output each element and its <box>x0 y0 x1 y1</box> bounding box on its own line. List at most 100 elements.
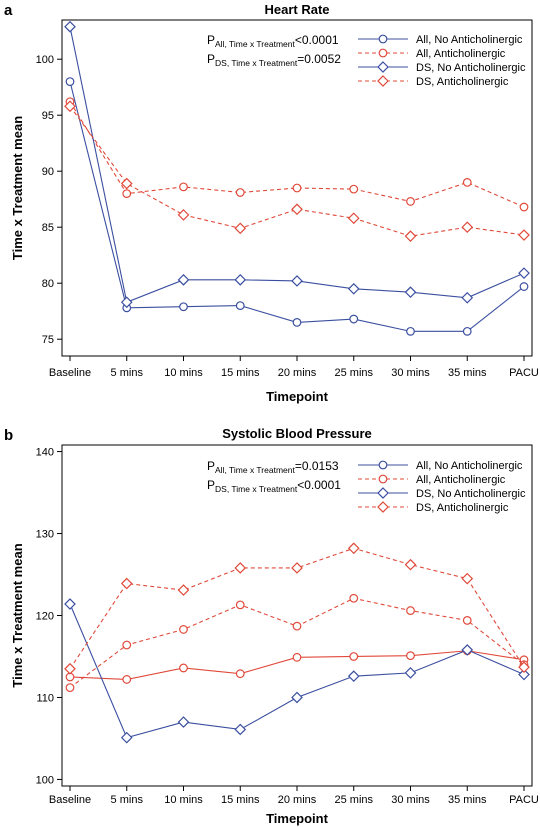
data-point <box>519 282 529 291</box>
legend-marker <box>377 487 389 499</box>
x-tick-label: 20 mins <box>278 794 317 806</box>
data-point <box>179 663 188 673</box>
data-point <box>64 20 76 33</box>
x-axis-label: Timepoint <box>266 389 329 404</box>
y-tick-label: 90 <box>42 166 54 178</box>
series-line <box>69 101 525 208</box>
legend-marker <box>377 61 389 73</box>
data-point <box>404 558 417 571</box>
data-point <box>347 282 360 295</box>
series-2 <box>64 20 530 309</box>
legend-marker <box>378 48 388 58</box>
data-point <box>347 212 360 225</box>
y-axis-label: Time x Treatment mean <box>10 116 25 260</box>
data-point <box>177 273 190 286</box>
data-point <box>462 616 472 625</box>
series-line <box>69 547 525 670</box>
chart-panel-a: a Heart Rate 75 80 85 90 95 100 Baseline 5 mins 10… <box>4 2 539 404</box>
chart-title: Heart Rate <box>264 2 329 17</box>
legend-label: All, Anticholinergic <box>416 474 506 486</box>
p-value-annotation: PDS, Time x Treatment<0.0001 <box>207 478 341 494</box>
data-point <box>349 184 359 194</box>
data-point <box>406 197 415 206</box>
data-point <box>64 662 76 675</box>
legend-label: DS, Anticholinergic <box>416 502 509 514</box>
y-axis-label: Time x Treatment mean <box>10 543 25 687</box>
chart-panel-b: b Systolic Blood Pressure 100 110 120 130 140 B… <box>4 426 539 826</box>
data-point <box>179 182 188 192</box>
p-value-annotation: PAll, Time x Treatment<0.0001 <box>207 33 339 49</box>
data-point <box>347 670 360 683</box>
data-point <box>122 675 132 684</box>
legend-marker <box>378 474 388 484</box>
y-tick-label: 80 <box>42 278 54 290</box>
data-point <box>179 302 188 312</box>
legend-label: All, No Anticholinergic <box>416 34 523 46</box>
legend-marker <box>377 501 389 513</box>
x-tick-label: 30 mins <box>391 794 430 806</box>
x-tick-label: 5 mins <box>111 367 144 379</box>
x-tick-label: 5 mins <box>111 794 144 806</box>
data-point <box>120 731 133 744</box>
data-point <box>461 291 474 304</box>
data-point <box>406 606 415 615</box>
data-point <box>177 716 190 728</box>
x-tick-label: 10 mins <box>164 367 203 379</box>
data-point <box>235 600 245 610</box>
series-line <box>69 597 525 689</box>
legend-label: DS, No Anticholinergic <box>416 62 526 74</box>
series-0 <box>65 646 529 684</box>
data-point <box>65 77 75 86</box>
data-point <box>518 229 530 241</box>
data-point <box>177 584 190 596</box>
x-tick-label: PACU <box>509 367 539 379</box>
data-point <box>234 723 247 736</box>
legend-label: All, Anticholinergic <box>416 48 506 60</box>
p-value-annotation: PDS, Time x Treatment=0.0052 <box>207 52 341 68</box>
x-tick-label: 15 mins <box>221 367 260 379</box>
data-point <box>177 209 190 221</box>
data-point <box>349 652 359 661</box>
y-tick-label: 100 <box>36 54 54 66</box>
series-3 <box>64 100 530 243</box>
panel-label: a <box>4 2 13 19</box>
x-tick-label: Baseline <box>49 794 91 806</box>
x-tick-label: PACU <box>509 794 539 806</box>
data-point <box>518 267 530 279</box>
x-tick-label: 30 mins <box>391 367 430 379</box>
y-tick-label: 95 <box>42 110 54 122</box>
x-tick-label: 35 mins <box>448 794 487 806</box>
x-tick-label: 35 mins <box>448 367 487 379</box>
y-tick-label: 110 <box>36 692 54 704</box>
data-point <box>404 230 417 243</box>
data-point <box>235 188 245 197</box>
legend-marker <box>377 75 389 87</box>
series-3 <box>64 542 530 675</box>
data-point <box>122 640 132 650</box>
data-point <box>292 318 302 327</box>
legend-label: DS, Anticholinergic <box>416 76 509 88</box>
data-point <box>349 593 359 603</box>
x-tick-label: 25 mins <box>334 367 373 379</box>
x-tick-label: 15 mins <box>221 794 260 806</box>
chart-title: Systolic Blood Pressure <box>222 426 372 441</box>
x-tick-label: 10 mins <box>164 794 203 806</box>
data-point <box>406 326 415 336</box>
series-line <box>69 105 525 237</box>
data-point <box>234 222 247 235</box>
data-point <box>461 644 474 656</box>
panel-label: b <box>4 427 13 444</box>
series-1 <box>65 593 529 693</box>
legend-marker <box>378 34 388 44</box>
data-point <box>292 183 302 193</box>
data-point <box>120 177 133 190</box>
data-point <box>120 296 133 309</box>
data-point <box>291 203 303 216</box>
data-point <box>406 651 415 661</box>
data-point <box>64 100 76 113</box>
y-tick-label: 140 <box>36 447 54 459</box>
data-point <box>64 598 76 610</box>
data-point <box>234 273 247 286</box>
legend-label: All, No Anticholinergic <box>416 460 523 472</box>
